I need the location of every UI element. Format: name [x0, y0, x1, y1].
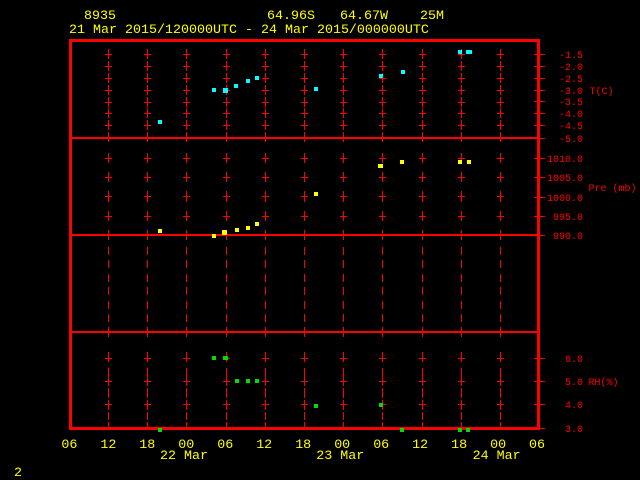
- svg-text:6.0: 6.0: [565, 355, 583, 366]
- svg-text:2: 2: [14, 466, 22, 480]
- svg-text:00: 00: [334, 438, 350, 453]
- svg-text:-3.5: -3.5: [559, 98, 583, 109]
- svg-text:00: 00: [178, 438, 194, 453]
- svg-text:5.0: 5.0: [565, 378, 583, 389]
- svg-text:23 Mar: 23 Mar: [316, 449, 364, 464]
- svg-text:-5.0: -5.0: [559, 135, 583, 146]
- svg-text:T(C): T(C): [590, 86, 614, 98]
- svg-text:-3.0: -3.0: [559, 87, 583, 98]
- svg-text:990.0: 990.0: [553, 232, 583, 243]
- svg-text:24 Mar: 24 Mar: [473, 449, 521, 464]
- svg-text:8935: 8935: [84, 9, 116, 24]
- svg-text:06: 06: [217, 438, 233, 453]
- svg-text:995.0: 995.0: [553, 213, 583, 224]
- svg-text:22 Mar: 22 Mar: [160, 449, 208, 464]
- svg-text:21 Mar 2015/120000UTC - 24 Mar: 21 Mar 2015/120000UTC - 24 Mar 2015/0000…: [69, 23, 429, 38]
- svg-text:18: 18: [295, 438, 311, 453]
- svg-text:RH(%): RH(%): [589, 377, 619, 389]
- svg-text:1000.0: 1000.0: [547, 194, 583, 205]
- svg-text:06: 06: [61, 438, 77, 453]
- svg-text:-4.5: -4.5: [559, 122, 583, 133]
- svg-text:00: 00: [490, 438, 506, 453]
- svg-text:4.0: 4.0: [565, 401, 583, 412]
- svg-text:12: 12: [256, 438, 272, 453]
- svg-text:06: 06: [529, 438, 545, 453]
- svg-text:64.67W: 64.67W: [340, 9, 388, 24]
- svg-text:1005.0: 1005.0: [547, 174, 583, 185]
- svg-text:3.0: 3.0: [565, 425, 583, 436]
- svg-text:-1.5: -1.5: [559, 51, 583, 62]
- svg-text:12: 12: [412, 438, 428, 453]
- svg-text:64.96S: 64.96S: [267, 9, 315, 24]
- svg-text:18: 18: [451, 438, 467, 453]
- svg-text:12: 12: [100, 438, 116, 453]
- svg-text:18: 18: [139, 438, 155, 453]
- svg-text:25M: 25M: [420, 9, 444, 24]
- svg-text:-2.0: -2.0: [559, 63, 583, 74]
- svg-text:Pre (mb): Pre (mb): [589, 183, 637, 195]
- svg-text:-2.5: -2.5: [559, 75, 583, 86]
- svg-text:1010.0: 1010.0: [547, 155, 583, 166]
- svg-text:06: 06: [373, 438, 389, 453]
- svg-text:-4.0: -4.0: [559, 110, 583, 121]
